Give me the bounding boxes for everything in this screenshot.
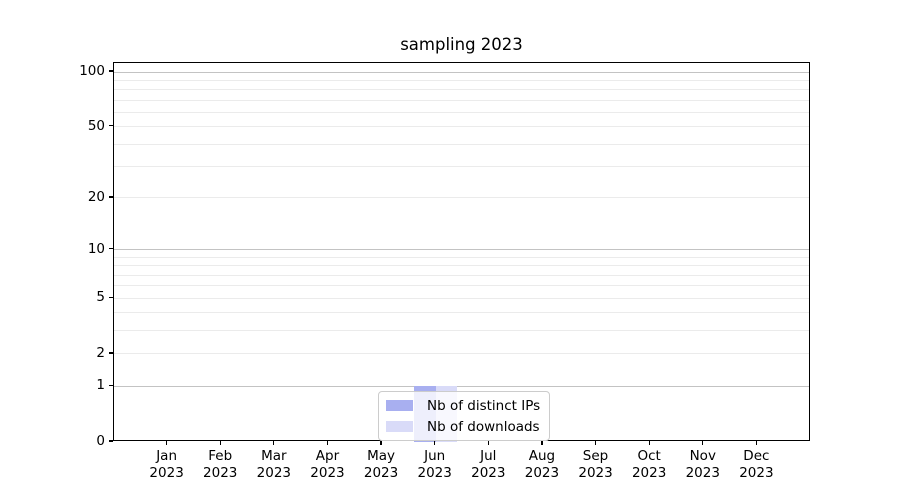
legend-label: Nb of downloads — [427, 418, 540, 435]
y-gridline-minor — [114, 79, 809, 81]
y-gridline-minor — [114, 126, 809, 128]
x-tick-label: Jun 2023 — [418, 448, 452, 481]
y-gridline-minor — [114, 166, 809, 168]
y-tick — [109, 352, 113, 354]
x-tick-label-year: 2023 — [363, 464, 399, 481]
x-tick-label-month: Dec — [743, 448, 770, 464]
y-gridline-minor — [114, 285, 809, 287]
x-tick-label-month: Aug — [528, 448, 556, 464]
y-tick-label: 2 — [96, 344, 105, 361]
y-tick — [109, 70, 113, 72]
x-tick — [434, 441, 436, 445]
y-tick-label: 1 — [96, 377, 105, 394]
x-tick — [166, 441, 168, 445]
legend-item: Nb of distinct IPs — [386, 396, 540, 415]
y-gridline-minor — [114, 274, 809, 276]
y-tick-label: 20 — [87, 188, 105, 205]
x-tick — [648, 441, 650, 445]
legend-item: Nb of downloads — [386, 417, 540, 436]
x-tick — [219, 441, 221, 445]
y-gridline-minor — [114, 297, 809, 299]
y-tick — [109, 296, 113, 298]
y-tick — [109, 196, 113, 198]
y-tick-label: 0 — [96, 433, 105, 449]
x-tick-label-month: Sep — [582, 448, 609, 464]
chart-title: sampling 2023 — [400, 35, 523, 54]
y-gridline-minor — [114, 89, 809, 91]
x-tick-label-month: Nov — [689, 448, 716, 464]
y-gridline-minor — [114, 265, 809, 267]
x-tick-label: Jan 2023 — [149, 448, 183, 481]
x-tick-label: Feb 2023 — [203, 448, 237, 481]
x-tick-label-month: Oct — [637, 448, 661, 464]
x-tick-label-year: 2023 — [578, 464, 613, 481]
x-tick-label-year: 2023 — [631, 464, 667, 481]
y-gridline-major — [114, 385, 809, 387]
x-tick-label: Dec 2023 — [739, 448, 773, 481]
y-tick — [109, 248, 113, 250]
x-tick-label-year: 2023 — [524, 464, 560, 481]
x-tick-label-year: 2023 — [739, 464, 774, 481]
x-tick-label-year: 2023 — [417, 464, 452, 481]
y-tick — [109, 440, 113, 442]
x-tick-label: Apr 2023 — [310, 448, 344, 481]
y-gridline-minor — [114, 353, 809, 355]
x-tick-label-month: May — [367, 448, 396, 464]
x-tick-label-year: 2023 — [149, 464, 184, 481]
legend-swatch — [386, 400, 413, 411]
y-tick — [109, 125, 113, 127]
x-tick-label: Aug 2023 — [525, 448, 559, 481]
x-tick — [594, 441, 597, 445]
x-tick-label-year: 2023 — [256, 464, 292, 481]
legend: Nb of distinct IPs Nb of downloads — [378, 391, 551, 441]
y-gridline-minor — [114, 197, 809, 199]
x-tick — [755, 441, 757, 445]
y-tick-label: 50 — [87, 117, 105, 134]
x-tick — [541, 441, 543, 445]
x-tick-label-month: Mar — [261, 448, 287, 464]
x-tick — [273, 441, 275, 445]
x-tick-label-year: 2023 — [471, 464, 506, 481]
y-gridline-major — [114, 249, 809, 251]
x-tick-label: Mar 2023 — [257, 448, 291, 481]
plot-area — [113, 62, 810, 442]
x-tick-label-month: Jul — [480, 448, 497, 464]
y-gridline-minor — [114, 111, 809, 113]
y-tick-label: 5 — [96, 289, 105, 306]
y-tick-label: 100 — [79, 63, 105, 79]
x-tick-label-year: 2023 — [310, 464, 345, 481]
x-tick-label-year: 2023 — [685, 464, 720, 481]
y-gridline-major — [114, 71, 809, 73]
x-tick-label: Oct 2023 — [632, 448, 666, 481]
x-tick-label-month: Jan — [156, 448, 178, 464]
x-tick-label-year: 2023 — [203, 464, 238, 481]
y-tick — [109, 384, 113, 387]
legend-label: Nb of distinct IPs — [427, 397, 541, 414]
y-gridline-minor — [114, 330, 809, 332]
legend-swatch — [386, 421, 413, 432]
y-gridline-minor — [114, 143, 809, 145]
x-tick-label: May 2023 — [364, 448, 398, 481]
y-tick-label: 10 — [87, 240, 105, 257]
x-tick — [326, 441, 329, 445]
y-gridline-minor — [114, 99, 809, 101]
x-tick-label: Nov 2023 — [686, 448, 720, 481]
x-tick — [702, 441, 704, 445]
x-tick — [487, 441, 489, 445]
x-tick-label-month: Feb — [208, 448, 233, 464]
y-gridline-minor — [114, 312, 809, 314]
y-gridline-minor — [114, 256, 809, 258]
x-tick-label: Jul 2023 — [471, 448, 505, 481]
x-tick-label-month: Jun — [424, 448, 446, 464]
x-tick-label: Sep 2023 — [578, 448, 612, 481]
x-tick — [380, 441, 382, 445]
x-tick-label-month: Apr — [315, 448, 340, 464]
